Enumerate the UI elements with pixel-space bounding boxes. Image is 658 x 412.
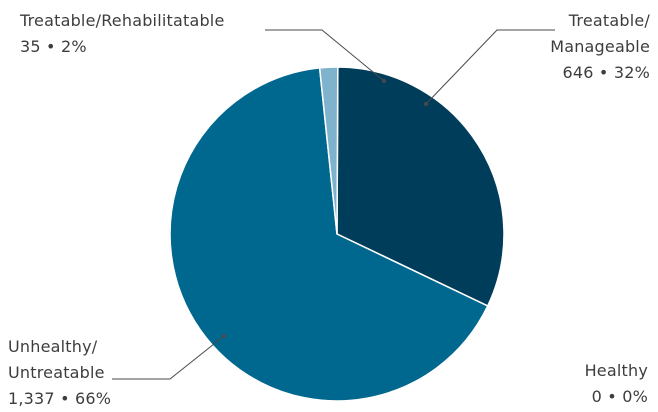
label-rehabilitatable: Treatable/Rehabilitatable 35 • 2% — [20, 8, 225, 60]
label-manageable-value: 646 • 32% — [562, 63, 650, 82]
leader-dot-unhealthy — [222, 334, 226, 338]
label-unhealthy-name-2: Untreatable — [8, 363, 105, 382]
leader-line-unhealthy — [112, 335, 225, 380]
label-manageable: Treatable/ Manageable 646 • 32% — [550, 8, 650, 86]
label-rehabilitatable-value: 35 • 2% — [20, 37, 87, 56]
label-unhealthy-name-1: Unhealthy/ — [8, 337, 98, 356]
pie-slices — [169, 66, 505, 402]
leader-dot-rehab — [382, 79, 386, 83]
label-unhealthy-value: 1,337 • 66% — [8, 389, 112, 408]
leader-line-manage — [425, 29, 555, 105]
label-unhealthy: Unhealthy/ Untreatable 1,337 • 66% — [8, 334, 111, 412]
label-healthy-name: Healthy — [584, 361, 648, 380]
pie-slice-treatable-manageable — [336, 66, 505, 307]
label-healthy-value: 0 • 0% — [591, 387, 648, 406]
label-healthy: Healthy 0 • 0% — [585, 358, 648, 410]
pie-slice-unhealthy-untreatable — [169, 67, 489, 402]
leader-line-rehab — [265, 29, 385, 82]
label-rehabilitatable-name: Treatable/Rehabilitatable — [20, 11, 225, 30]
leader-dots — [222, 79, 428, 338]
leader-lines — [112, 29, 555, 380]
label-manageable-name-1: Treatable/ — [568, 11, 650, 30]
label-manageable-name-2: Manageable — [550, 37, 650, 56]
leader-dot-manage — [424, 102, 428, 106]
pie-slice-treatable-rehabilitatable — [318, 66, 339, 235]
